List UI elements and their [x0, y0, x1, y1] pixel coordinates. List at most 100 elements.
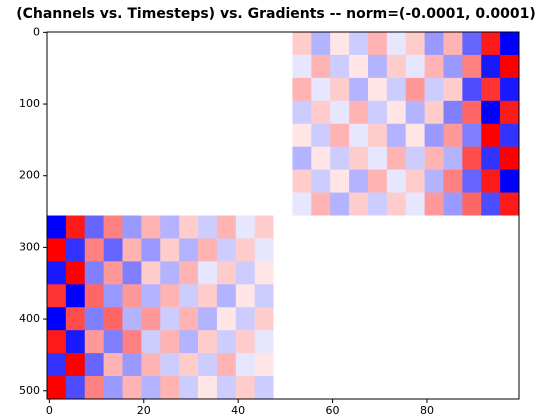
heatmap-cell [254, 54, 274, 79]
heatmap-cell [254, 123, 274, 147]
heatmap-cell [349, 307, 369, 331]
heatmap-cell [103, 284, 123, 308]
heatmap-cell [273, 238, 293, 262]
heatmap-cell [235, 169, 255, 193]
heatmap-cell [65, 54, 86, 79]
heatmap-cell [103, 123, 123, 147]
heatmap-cell [273, 215, 293, 239]
heatmap-cell [84, 100, 104, 125]
heatmap-cell [122, 54, 142, 79]
heatmap-cell [500, 215, 520, 239]
heatmap-cell [84, 307, 104, 331]
heatmap-cell [84, 261, 104, 285]
heatmap-cell [481, 192, 501, 216]
heatmap-cell [122, 330, 142, 354]
y-tick-label: 100 [19, 97, 40, 110]
heatmap-cell [424, 169, 444, 193]
heatmap-cell [198, 330, 218, 354]
heatmap-cell [500, 192, 520, 216]
heatmap-cell [122, 284, 142, 308]
heatmap-cell [292, 284, 312, 308]
heatmap-cell [311, 123, 331, 147]
heatmap-cell [198, 169, 218, 193]
heatmap-cell [47, 215, 67, 239]
heatmap-cell [386, 192, 407, 216]
heatmap-cell [424, 123, 444, 147]
heatmap-cell [103, 192, 123, 216]
heatmap-cell [65, 192, 86, 216]
heatmap-cell [386, 330, 407, 354]
heatmap-cell [254, 146, 274, 170]
heatmap-cell [160, 32, 180, 56]
heatmap-cell [367, 100, 388, 125]
heatmap-cell [386, 215, 407, 239]
heatmap-cell [405, 32, 425, 56]
heatmap-cell [122, 169, 142, 193]
heatmap-cell [160, 261, 180, 285]
heatmap-cell [424, 54, 444, 79]
heatmap-cell [103, 32, 123, 56]
heatmap-cell [273, 77, 293, 102]
heatmap-cell [179, 192, 199, 216]
x-tick-label: 0 [46, 404, 53, 417]
heatmap-cell [405, 146, 425, 170]
heatmap-cell [292, 123, 312, 147]
heatmap-cell [481, 284, 501, 308]
heatmap-cell [311, 330, 331, 354]
heatmap-cell [103, 100, 123, 125]
heatmap-cell [405, 376, 425, 400]
heatmap-cell [235, 376, 255, 400]
heatmap-cell [386, 54, 407, 79]
heatmap-cell [481, 353, 501, 377]
heatmap-cell [216, 77, 237, 102]
heatmap-cell [122, 261, 142, 285]
heatmap-cell [311, 54, 331, 79]
heatmap-cell [47, 146, 67, 170]
heatmap-cell [47, 123, 67, 147]
heatmap-cell [65, 261, 86, 285]
heatmap-cell [424, 284, 444, 308]
heatmap-cell [330, 123, 350, 147]
heatmap-cell [349, 32, 369, 56]
heatmap-cell [141, 238, 161, 262]
heatmap-cell [462, 77, 482, 102]
heatmap-cell [84, 284, 104, 308]
heatmap-cell [443, 376, 463, 400]
heatmap-cell [500, 169, 520, 193]
heatmap-cell [65, 284, 86, 308]
heatmap-cell [179, 261, 199, 285]
heatmap-cell [179, 32, 199, 56]
heatmap-cell [216, 261, 237, 285]
heatmap-cell [330, 169, 350, 193]
heatmap-cell [235, 330, 255, 354]
heatmap-cell [235, 123, 255, 147]
heatmap-cell [405, 261, 425, 285]
heatmap-cell [254, 77, 274, 102]
heatmap-cell [311, 353, 331, 377]
heatmap-cell [273, 192, 293, 216]
heatmap-cell [216, 146, 237, 170]
heatmap-cell [405, 238, 425, 262]
axes-frame [46, 31, 520, 400]
heatmap-cell [47, 54, 67, 79]
heatmap-cell [349, 123, 369, 147]
heatmap-cell [141, 123, 161, 147]
heatmap-cell [443, 307, 463, 331]
heatmap-cell [481, 261, 501, 285]
heatmap-cell [216, 238, 237, 262]
heatmap-cell [367, 330, 388, 354]
heatmap-cell [179, 100, 199, 125]
heatmap-cell [462, 353, 482, 377]
heatmap-cell [386, 284, 407, 308]
heatmap-cell [500, 77, 520, 102]
heatmap-cell [273, 261, 293, 285]
heatmap-cell [405, 77, 425, 102]
x-tick-label: 60 [326, 404, 340, 417]
heatmap-cell [179, 353, 199, 377]
heatmap-cell [273, 330, 293, 354]
heatmap-cell [103, 261, 123, 285]
heatmap-cell [481, 307, 501, 331]
heatmap-cell [235, 307, 255, 331]
heatmap-cell [424, 238, 444, 262]
